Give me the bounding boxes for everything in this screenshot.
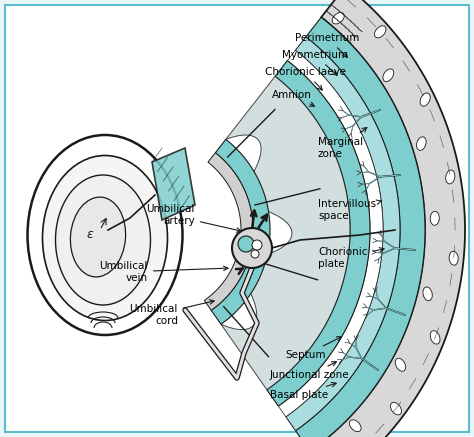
- Ellipse shape: [43, 156, 167, 320]
- Circle shape: [252, 240, 262, 250]
- Polygon shape: [267, 61, 370, 406]
- Ellipse shape: [332, 13, 344, 24]
- Text: Umbilical
cord: Umbilical cord: [129, 300, 214, 326]
- Ellipse shape: [391, 402, 401, 415]
- Text: Chorionic
plate: Chorionic plate: [318, 247, 384, 269]
- Ellipse shape: [446, 170, 455, 184]
- Text: Umbilical
artery: Umbilical artery: [146, 204, 241, 232]
- Ellipse shape: [423, 287, 432, 301]
- Ellipse shape: [374, 26, 386, 38]
- Ellipse shape: [70, 197, 126, 277]
- Ellipse shape: [420, 93, 430, 106]
- Ellipse shape: [395, 358, 406, 371]
- Polygon shape: [152, 148, 195, 220]
- Text: Junctional zone: Junctional zone: [270, 362, 350, 380]
- Polygon shape: [278, 50, 383, 417]
- Text: ε: ε: [87, 229, 93, 242]
- Polygon shape: [310, 0, 465, 437]
- FancyBboxPatch shape: [5, 5, 469, 432]
- Ellipse shape: [27, 135, 182, 335]
- Text: Septum: Septum: [285, 337, 341, 360]
- Ellipse shape: [430, 212, 439, 225]
- Ellipse shape: [383, 69, 394, 82]
- Ellipse shape: [430, 331, 440, 344]
- Polygon shape: [295, 17, 425, 437]
- Ellipse shape: [417, 137, 426, 150]
- Text: Amnion: Amnion: [272, 90, 314, 106]
- Circle shape: [238, 236, 254, 252]
- Polygon shape: [286, 37, 400, 431]
- Text: Chorionic laeve: Chorionic laeve: [265, 67, 346, 90]
- Text: Myometrium: Myometrium: [282, 50, 348, 75]
- Polygon shape: [221, 76, 350, 390]
- Text: Intervillous
space: Intervillous space: [318, 199, 382, 221]
- Text: Basal plate: Basal plate: [270, 382, 336, 400]
- Polygon shape: [204, 153, 253, 310]
- Ellipse shape: [349, 420, 361, 432]
- Circle shape: [232, 228, 272, 268]
- Text: Marginal
zone: Marginal zone: [318, 128, 367, 159]
- Ellipse shape: [55, 175, 151, 305]
- Polygon shape: [211, 139, 270, 324]
- Text: Umbilical
vein: Umbilical vein: [100, 261, 228, 283]
- Text: Perimetrium: Perimetrium: [295, 33, 359, 57]
- Circle shape: [251, 250, 259, 258]
- Ellipse shape: [449, 251, 458, 265]
